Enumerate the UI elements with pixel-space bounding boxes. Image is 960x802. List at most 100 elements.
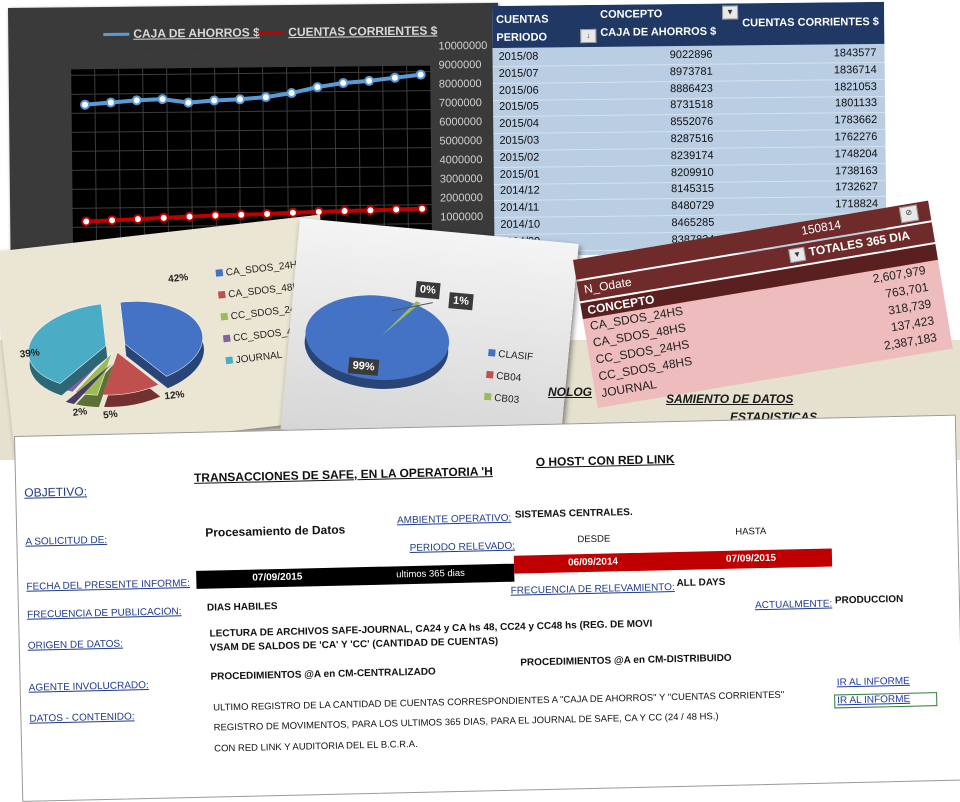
- value-origen-1: LECTURA DE ARCHIVOS SAFE-JOURNAL, CA24 y…: [209, 618, 653, 640]
- pie1-slice-journal: [28, 303, 107, 384]
- cell-caja-ahorros: 8731518: [670, 99, 714, 112]
- cell-cuentas-corrientes: 1801133: [834, 97, 878, 110]
- label-ambiente: AMBIENTE OPERATIVO:: [396, 512, 512, 527]
- y-tick-label: 5000000: [439, 135, 482, 147]
- pie2-label-99: 99%: [347, 357, 380, 376]
- pie1-slice-ca-sdos-24hs: [119, 301, 203, 377]
- label-fecha: FECHA DEL PRESENTE INFORME:: [26, 578, 191, 593]
- label-origen: ORIGEN DE DATOS:: [27, 638, 124, 652]
- cell-periodo: 2015/06: [498, 84, 539, 97]
- pie1-label-2: 2%: [72, 406, 88, 419]
- pie1-slice-depth: [65, 364, 112, 405]
- value-frecuencia-publicacion: DIAS HABILES: [206, 601, 278, 614]
- cuentas-corrientes-point: [81, 216, 92, 227]
- cell-periodo: 2015/04: [499, 117, 540, 131]
- title-fragment-1a: NOLOG: [548, 385, 592, 399]
- grid-v: [94, 69, 98, 255]
- cell-periodo: 2014/11: [500, 201, 540, 215]
- periodo-bar: 06/09/2014 07/09/2015: [513, 548, 833, 574]
- y-tick-label: 2000000: [440, 192, 483, 204]
- grid-h: [70, 52, 431, 57]
- value-datos-1: ULTIMO REGISTRO DE LA CANTIDAD DE CUENTA…: [213, 689, 785, 714]
- grid-v: [382, 66, 386, 252]
- cell-caja-ahorros: 9022896: [669, 48, 713, 62]
- value-solicitud: Procesamiento de Datos: [205, 522, 346, 540]
- cell-periodo: 2015/03: [499, 134, 540, 147]
- cuentas-corrientes-point: [132, 214, 143, 225]
- pie1-label-12: 12%: [163, 389, 186, 403]
- caja-ahorros-point: [105, 97, 116, 108]
- grid-v: [70, 69, 74, 255]
- totales-top-value: 150814: [800, 217, 842, 238]
- cell-cuentas-corrientes: 1748204: [834, 147, 878, 161]
- y-tick-label: 7000000: [439, 97, 482, 109]
- header-caja-ahorros: CAJA DE AHORROS $: [600, 25, 717, 39]
- ir-al-informe-link-2[interactable]: IR AL INFORME: [834, 692, 938, 709]
- value-objetivo: TRANSACCIONES DE SAFE, EN LA OPERATORIA …: [193, 464, 493, 485]
- y-tick-label: 9000000: [439, 59, 482, 71]
- grid-h: [71, 166, 432, 171]
- cell-caja-ahorros: 8465285: [671, 216, 715, 230]
- cell-periodo: 2014/12: [499, 184, 540, 198]
- value-agente-1: PROCEDIMIENTOS @A en CM-CENTRALIZADO: [210, 666, 436, 683]
- cell-cuentas-corrientes: 1783662: [834, 114, 878, 127]
- grid-h: [71, 109, 432, 114]
- pie-chart-2: [304, 295, 450, 389]
- cuentas-corrientes-point: [391, 204, 402, 215]
- pie-chart-1: [28, 301, 204, 408]
- cuentas-corrientes-point: [158, 212, 169, 223]
- y-tick-label: 8000000: [439, 78, 482, 90]
- grid-h: [71, 128, 432, 133]
- cuentas-corrientes-point: [107, 215, 118, 226]
- caja-ahorros-point: [415, 69, 426, 80]
- header-cuentas-corrientes: CUENTAS CORRIENTES $: [742, 15, 879, 30]
- cuentas-corrientes-point: [262, 208, 273, 219]
- label-frecuencia-relevamiento: FRECUENCIA DE RELEVAMIENTO:: [510, 582, 675, 597]
- cell-periodo: 2015/07: [498, 67, 539, 80]
- label-datos: DATOS - CONTENIDO:: [29, 711, 135, 725]
- grid-h: [72, 204, 433, 209]
- y-tick-label: 1000000: [440, 211, 483, 223]
- pie2-label-1: 1%: [448, 292, 474, 311]
- grid-h: [70, 71, 431, 76]
- table-header: CUENTAS PERIODO CONCEPTO ▼ ↓ CAJA DE AHO…: [492, 1, 885, 48]
- concepto-filter-button[interactable]: ▼: [722, 5, 739, 20]
- grid-v: [430, 65, 434, 251]
- pie2-slice-clasif: [305, 295, 450, 380]
- cell-caja-ahorros: 8287516: [670, 132, 714, 146]
- cell-caja-ahorros: 8973781: [669, 65, 713, 78]
- cuentas-corrientes-point: [339, 206, 350, 217]
- cell-caja-ahorros: 8886423: [669, 82, 713, 95]
- cuentas-corrientes-point: [236, 209, 247, 220]
- pie1-label-5: 5%: [102, 408, 119, 422]
- pie2-leader: [391, 302, 433, 312]
- n-odate-filter-button[interactable]: ▼: [788, 246, 807, 264]
- cell-caja-ahorros: 8552076: [670, 115, 714, 129]
- clear-filter-icon[interactable]: ⊘: [898, 204, 920, 224]
- label-actualmente: ACTUALMENTE:: [754, 598, 833, 612]
- caja-ahorros-point: [80, 99, 91, 110]
- value-agente-2: PROCEDIMIENTOS @A en CM-DISTRIBUIDO: [520, 652, 732, 669]
- caja-ahorros-point: [131, 95, 142, 106]
- header-periodo: PERIODO: [496, 31, 548, 44]
- cell-periodo: 2014/10: [500, 218, 541, 231]
- label-agente: AGENTE INVOLUCRADO:: [28, 680, 149, 694]
- cell-periodo: 2015/02: [499, 151, 540, 164]
- pie2-label-0: 0%: [415, 281, 441, 300]
- cell-periodo: 2015/01: [499, 168, 540, 181]
- caja-ahorros-point: [235, 94, 246, 105]
- caja-ahorros-point: [209, 95, 220, 106]
- ir-al-informe-link-1[interactable]: IR AL INFORME: [836, 675, 910, 689]
- cuentas-corrientes-point: [365, 205, 376, 216]
- periodo-sort-button[interactable]: ↓: [580, 28, 597, 44]
- cell-cuentas-corrientes: 1732627: [835, 181, 878, 194]
- informe-form: OBJETIVO: TRANSACCIONES DE SAFE, EN LA O…: [14, 414, 960, 802]
- cuentas-corrientes-point: [210, 210, 221, 221]
- cuentas-corrientes-point: [184, 211, 195, 222]
- pie2-slice-cb03: [381, 301, 421, 337]
- value-hasta: 07/09/2015: [725, 552, 777, 565]
- label-objetivo: OBJETIVO:: [24, 484, 88, 500]
- fecha-bar: 07/09/2015 ultimos 365 dias: [196, 563, 515, 589]
- pie1-label-39: 39%: [19, 347, 41, 361]
- cell-cuentas-corrientes: 1843577: [833, 46, 877, 60]
